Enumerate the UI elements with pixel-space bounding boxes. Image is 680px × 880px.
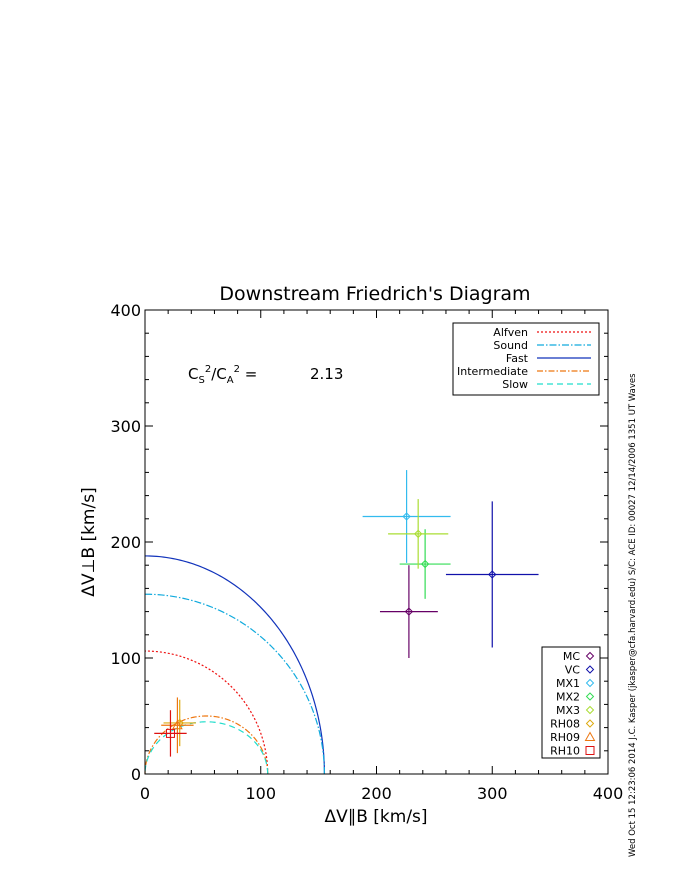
point-legend-marker — [585, 665, 595, 674]
y-tick-label: 100 — [110, 649, 141, 668]
fast-curve — [144, 555, 326, 775]
x-tick-label: 300 — [477, 784, 508, 803]
point-legend-label: VC — [565, 664, 581, 677]
chart-title: Downstream Friedrich's Diagram — [219, 283, 530, 305]
data-point-rh08 — [163, 699, 196, 747]
curve-legend-item: Fast — [506, 352, 591, 365]
point-legend-label: MX3 — [556, 704, 580, 717]
svg-text:CS2/CA2 =: CS2/CA2 = — [188, 364, 257, 386]
curve-legend-item: Alfven — [493, 326, 591, 339]
data-point-mc — [379, 565, 438, 658]
curve-legend-label: Fast — [506, 352, 529, 365]
y-axis-label: ΔV⊥B [km/s] — [79, 487, 99, 596]
x-tick-label: 200 — [361, 784, 392, 803]
point-legend-marker — [585, 746, 595, 755]
sound-curve — [144, 593, 326, 775]
point-legend-label: RH09 — [550, 731, 580, 744]
point-marker — [413, 529, 423, 539]
point-legend-label: MX2 — [556, 691, 580, 704]
curve-legend-item: Slow — [502, 378, 591, 391]
point-legend-label: RH08 — [550, 718, 580, 731]
data-point-mx1 — [362, 470, 451, 563]
side-info-text: Wed Oct 15 12:23:06 2014 J.C. Kasper (jk… — [628, 373, 638, 857]
ratio-annotation: CS2/CA2 = 2.13 — [188, 364, 343, 386]
curve-legend-item: Sound — [493, 339, 591, 352]
point-marker — [420, 559, 430, 569]
point-legend-marker — [585, 651, 595, 661]
curve-legend-label: Intermediate — [457, 365, 528, 378]
point-marker — [402, 512, 411, 521]
point-marker — [488, 570, 497, 579]
point-marker — [165, 728, 175, 738]
point-legend-item: MX1 — [556, 677, 595, 690]
point-legend-item: VC — [565, 664, 595, 677]
curve-legend-label: Alfven — [493, 326, 528, 339]
point-legend-item: RH10 — [550, 745, 595, 758]
data-point-mx3 — [388, 499, 449, 569]
y-tick-label: 400 — [110, 301, 141, 320]
point-legend-marker — [585, 705, 595, 715]
point-legend-label: RH10 — [550, 745, 580, 758]
data-point-mx2 — [399, 529, 451, 599]
data-point-rh10 — [154, 710, 187, 757]
alfven-curve — [144, 650, 269, 775]
data-point-rh09 — [161, 697, 194, 754]
y-tick-label: 0 — [131, 765, 141, 784]
point-legend-marker — [584, 731, 596, 741]
x-tick-label: 0 — [140, 784, 150, 803]
intermediate-curve — [144, 715, 269, 775]
slow-curve — [144, 721, 269, 775]
data-point-vc — [445, 501, 539, 648]
x-tick-label: 100 — [245, 784, 276, 803]
point-legend-label: MC — [563, 650, 580, 663]
curve-legend-item: Intermediate — [457, 365, 591, 378]
point-legend-item: RH08 — [550, 718, 595, 731]
point-legend-marker — [585, 678, 595, 688]
point-legend-marker — [585, 692, 595, 701]
point-legend-item: MC — [563, 650, 595, 663]
point-legend-label: MX1 — [556, 677, 580, 690]
point-legend-item: MX3 — [556, 704, 595, 717]
point-legend-item: RH09 — [550, 731, 596, 744]
x-tick-label: 400 — [593, 784, 624, 803]
point-legend-item: MX2 — [556, 691, 595, 704]
curve-legend-label: Sound — [493, 339, 528, 352]
y-tick-label: 300 — [110, 417, 141, 436]
ratio-value: 2.13 — [310, 365, 343, 383]
x-axis-label: ΔV∥B [km/s] — [324, 807, 427, 827]
curve-legend-label: Slow — [502, 378, 528, 391]
plot-frame — [144, 309, 609, 775]
point-marker — [172, 719, 183, 730]
point-legend-marker — [585, 719, 595, 728]
point-marker — [404, 607, 414, 616]
y-tick-label: 200 — [110, 533, 141, 552]
